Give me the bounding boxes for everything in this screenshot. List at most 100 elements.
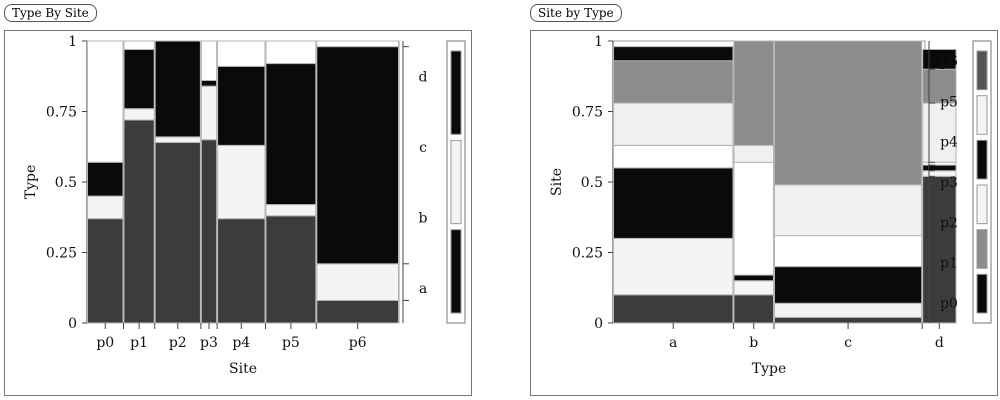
- right-category-label: p5: [940, 94, 958, 110]
- mosaic-cell-a-p1: [123, 119, 155, 324]
- mosaic-cell-p1-b: [733, 280, 774, 296]
- mosaic-cell-p4-b: [733, 144, 774, 163]
- mosaic-cell-a-p6: [316, 299, 400, 324]
- x-axis-title: Site: [229, 361, 257, 377]
- mosaic-cell-a-p2: [154, 142, 201, 324]
- mosaic-cell-p5-d: [922, 68, 957, 104]
- mosaic-cell-p0-c: [773, 316, 923, 324]
- mosaic-cell-p3-a: [613, 144, 734, 169]
- mosaic-cell-c-p1: [123, 48, 155, 110]
- right-category-label: p3: [940, 175, 958, 191]
- mosaic-cell-a-p5: [265, 215, 317, 324]
- mosaic-cell-a-p4: [217, 218, 266, 324]
- mosaic-cell-p5-c: [773, 40, 923, 186]
- y-tick-label: 0: [594, 316, 603, 332]
- mosaic-cell-b-p2: [154, 136, 201, 144]
- mosaic-cell-p2-d: [922, 164, 957, 172]
- right-category-label: p1: [940, 256, 958, 272]
- x-tick-label: p6: [349, 335, 367, 351]
- right-category-label: b: [419, 210, 428, 226]
- right-category-label: p0: [940, 296, 958, 312]
- chart-frame: 0 0.25 0.5 0.75 1 p0 p1 p2 p3 p4 p5 p6 a b c d Site Type: [4, 30, 472, 396]
- mosaic-cell-d-p4: [217, 40, 266, 67]
- legend-swatch: [976, 273, 988, 314]
- mosaic-cell-d-p5: [265, 40, 317, 65]
- x-tick-label: p5: [282, 335, 300, 351]
- y-tick-label: 1: [68, 34, 77, 50]
- mosaic-cell-c-p0: [87, 161, 124, 197]
- mosaic-cell-p4-a: [613, 102, 734, 146]
- mosaic-cell-a-p3: [200, 139, 218, 324]
- x-tick-label: p4: [232, 335, 250, 351]
- mosaic-chart-site-by-type: 0 0.25 0.5 0.75 1 a b c d p0 p1 p2 p3 p4 p5 p6 Type Site: [549, 34, 992, 377]
- mosaic-cell-p6-d: [922, 48, 957, 70]
- mosaic-cell-p4-d: [922, 102, 957, 163]
- mosaic-cell-p5-a: [613, 60, 734, 104]
- mosaic-cell-a-p0: [87, 218, 124, 324]
- right-category-label: c: [419, 140, 427, 156]
- mosaic-chart-type-by-site: 0 0.25 0.5 0.75 1 p0 p1 p2 p3 p4 p5 p6 a b c d Site Type: [23, 34, 466, 377]
- mosaic-cell-p0-b: [733, 294, 774, 324]
- mosaic-cell-c-p5: [265, 63, 317, 206]
- y-tick-label: 0.75: [46, 105, 77, 121]
- mosaic-cell-b-p1: [123, 108, 155, 121]
- mosaic-cell-p3-b: [733, 161, 774, 276]
- mosaic-cell-p2-a: [613, 167, 734, 239]
- legend-swatch: [976, 50, 988, 91]
- x-tick-label: c: [844, 335, 852, 351]
- chart-panel-type-by-site: Type By Site 0 0.25 0.5 0.75 1 p0 p1 p2 p3 p4 p5 p6…: [0, 0, 472, 400]
- mosaic-cell-b-p0: [87, 195, 124, 220]
- mosaic-cell-d-p1: [123, 40, 155, 50]
- legend-swatch: [976, 139, 988, 180]
- panel-title-tab[interactable]: Site by Type: [530, 4, 622, 22]
- right-category-label: d: [419, 69, 428, 85]
- legend-swatch: [976, 229, 988, 269]
- mosaic-cell-b-p6: [316, 263, 400, 301]
- right-category-label: p6: [940, 54, 958, 70]
- right-category-label: p4: [940, 135, 958, 151]
- legend-swatch: [976, 184, 988, 225]
- y-axis-title: Site: [549, 168, 565, 196]
- y-axis-title: Type: [23, 165, 39, 200]
- mosaic-cell-p2-c: [773, 266, 923, 304]
- x-tick-label: d: [935, 335, 944, 351]
- legend-swatch: [450, 139, 462, 225]
- mosaic-cell-p5-b: [733, 40, 774, 146]
- y-tick-label: 1: [594, 34, 603, 50]
- mosaic-cell-p3-c: [773, 235, 923, 268]
- x-tick-label: a: [669, 335, 677, 351]
- chart-frame: 0 0.25 0.5 0.75 1 a b c d p0 p1 p2 p3 p4 p5 p6 Type Site: [530, 30, 998, 396]
- panel-title-tab[interactable]: Type By Site: [4, 4, 97, 22]
- x-tick-label: p3: [200, 335, 218, 351]
- mosaic-cell-b-p4: [217, 144, 266, 220]
- mosaic-cell-d-p3: [200, 40, 218, 81]
- mosaic-cell-c-p4: [217, 65, 266, 146]
- legend-swatch: [976, 95, 988, 135]
- mosaic-cell-p1-c: [773, 302, 923, 318]
- mosaic-cell-c-p2: [154, 40, 201, 138]
- legend-swatch: [450, 50, 462, 135]
- right-category-label: p2: [940, 215, 958, 231]
- y-tick-label: 0.5: [55, 175, 77, 191]
- mosaic-cell-p0-a: [613, 294, 734, 324]
- mosaic-cell-b-p3: [200, 85, 218, 141]
- x-tick-label: b: [749, 335, 758, 351]
- mosaic-cell-c-p3: [200, 79, 218, 87]
- x-tick-label: p1: [130, 335, 148, 351]
- legend-swatch: [450, 229, 462, 314]
- mosaic-cell-b-p5: [265, 204, 317, 217]
- mosaic-cell-d-p6: [316, 40, 400, 48]
- y-tick-label: 0.25: [46, 246, 77, 262]
- y-tick-label: 0.25: [572, 246, 603, 262]
- mosaic-cell-p2-b: [733, 274, 774, 282]
- chart-panel-site-by-type: Site by Type 0 0.25 0.5 0.75 1 a b c d p0 p1 p2 p3 p4…: [528, 0, 1000, 400]
- y-tick-label: 0.75: [572, 105, 603, 121]
- mosaic-cell-d-p0: [87, 40, 124, 163]
- right-category-label: a: [419, 281, 427, 297]
- mosaic-cell-p4-c: [773, 184, 923, 237]
- y-tick-label: 0: [68, 316, 77, 332]
- mosaic-cell-c-p6: [316, 46, 400, 265]
- mosaic-cell-p0-d: [922, 175, 957, 324]
- x-axis-title: Type: [752, 361, 787, 377]
- x-tick-label: p2: [169, 335, 187, 351]
